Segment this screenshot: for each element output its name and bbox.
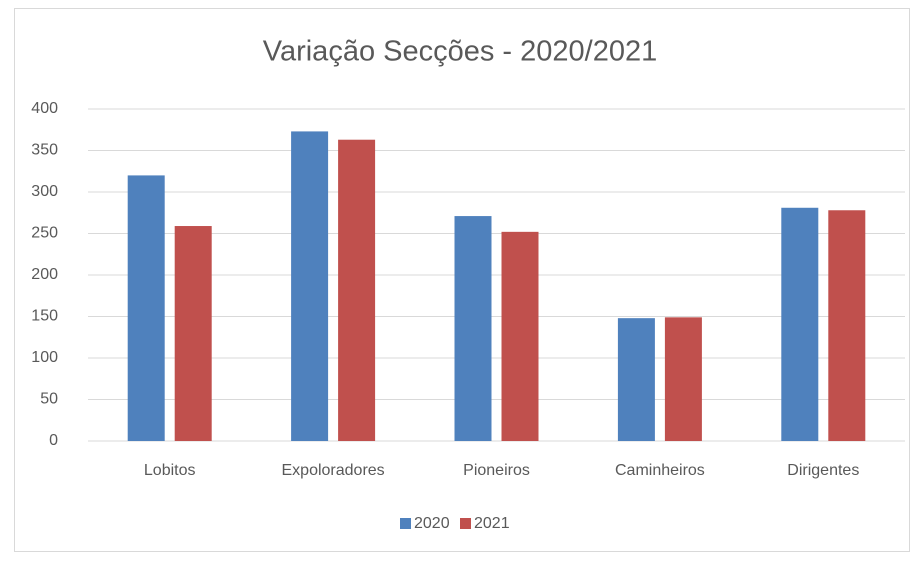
x-tick-label: Dirigentes <box>787 462 859 479</box>
y-tick-label: 100 <box>31 349 58 366</box>
y-tick-label: 250 <box>31 225 58 242</box>
legend-label: 2020 <box>414 515 450 532</box>
y-tick-label: 50 <box>40 391 58 408</box>
bar <box>291 131 329 441</box>
bar <box>338 139 376 441</box>
y-tick-label: 350 <box>31 142 58 159</box>
x-tick-label: Expoloradores <box>282 462 385 479</box>
legend-swatch <box>460 518 471 529</box>
bar <box>781 207 819 441</box>
y-tick-label: 150 <box>31 308 58 325</box>
x-tick-label: Caminheiros <box>615 462 705 479</box>
x-tick-label: Pioneiros <box>463 462 530 479</box>
chart-title: Variação Secções - 2020/2021 <box>263 36 657 68</box>
bar <box>501 231 539 441</box>
y-tick-label: 300 <box>31 183 58 200</box>
legend-label: 2021 <box>474 515 510 532</box>
y-tick-label: 200 <box>31 266 58 283</box>
x-tick-label: Lobitos <box>144 462 196 479</box>
y-tick-label: 0 <box>49 432 58 449</box>
bar <box>174 226 212 441</box>
bar <box>127 175 165 441</box>
bar <box>828 210 866 441</box>
bar <box>664 317 702 441</box>
legend-swatch <box>400 518 411 529</box>
y-tick-label: 400 <box>31 100 58 117</box>
bar <box>617 318 655 441</box>
bar <box>454 216 492 441</box>
